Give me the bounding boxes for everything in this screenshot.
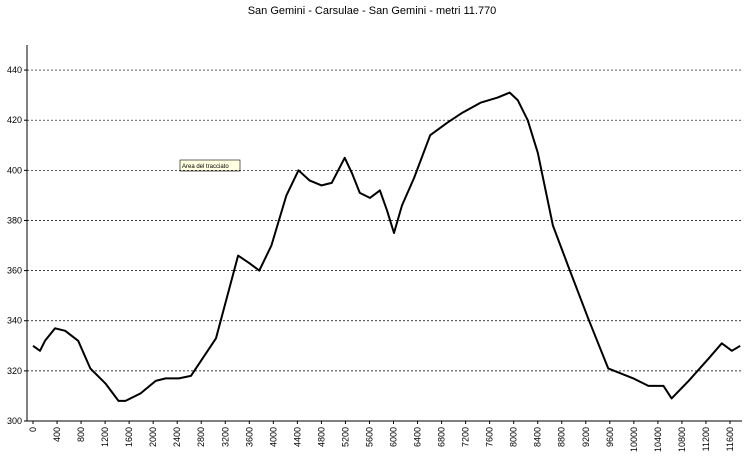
y-tick-label: 380 <box>7 215 22 225</box>
x-tick-label: 11200 <box>701 427 711 451</box>
x-tick-label: 5600 <box>364 427 374 447</box>
elevation-line <box>32 91 741 402</box>
x-tick-label: 11600 <box>725 427 735 451</box>
y-tick-label: 440 <box>7 65 22 75</box>
x-tick-label: 7600 <box>485 427 495 447</box>
x-tick-label: 8800 <box>557 427 567 447</box>
x-tick-label: 7200 <box>461 427 471 447</box>
y-tick-label: 400 <box>7 165 22 175</box>
annotation: Area del tracciato <box>182 164 229 170</box>
x-tick-label: 2400 <box>172 427 182 447</box>
x-tick-label: 1600 <box>124 427 134 447</box>
chart-title: San Gemini - Carsulae - San Gemini - met… <box>248 5 497 17</box>
x-tick-label: 4400 <box>292 427 302 447</box>
x-tick-label: 10400 <box>653 427 663 452</box>
x-tick-label: 5200 <box>340 427 350 447</box>
x-tick-label: 400 <box>52 427 62 442</box>
x-tick-label: 6400 <box>413 427 423 447</box>
annotation-box <box>179 159 241 172</box>
x-tick-label: 10000 <box>629 427 639 452</box>
x-tick-label: 8000 <box>509 427 519 447</box>
x-tick-label: 9600 <box>605 427 615 447</box>
x-tick-label: 4000 <box>268 427 278 447</box>
x-tick-label: 800 <box>76 427 86 442</box>
y-tick-label: 320 <box>7 366 22 376</box>
x-tick-label: 9200 <box>581 427 591 447</box>
y-tick-label: 360 <box>7 266 22 276</box>
x-tick-label: 4800 <box>316 427 326 447</box>
x-tick-label: 2800 <box>196 427 206 447</box>
y-tick-label: 420 <box>7 115 22 125</box>
y-tick-label: 340 <box>7 316 22 326</box>
x-tick-label: 3200 <box>220 427 230 447</box>
x-tick-label: 1200 <box>100 427 110 447</box>
x-tick-label: 3600 <box>244 427 254 447</box>
x-tick-label: 2000 <box>148 427 158 447</box>
x-tick-label: 6000 <box>389 427 399 447</box>
x-tick-label: 10800 <box>677 427 687 452</box>
x-tick-label: 8400 <box>533 427 543 447</box>
x-tick-label: 6800 <box>437 427 447 447</box>
x-tick-label: 0 <box>28 427 38 432</box>
y-tick-label: 300 <box>7 416 22 426</box>
